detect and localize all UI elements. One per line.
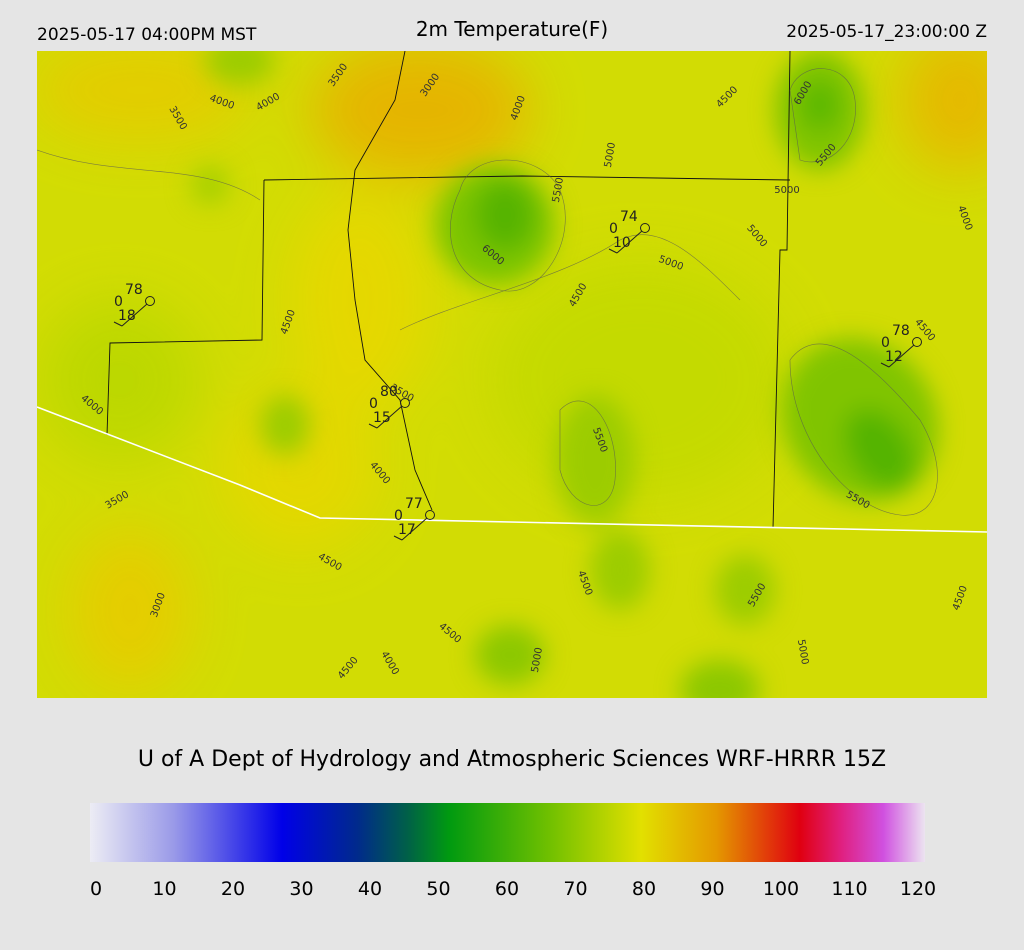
colorbar-tick-label: 70 (563, 878, 587, 900)
contour-label: 5000 (603, 142, 618, 169)
contour-label: 5000 (530, 647, 545, 674)
valid-time: 2025-05-17 04:00PM MST (37, 25, 257, 45)
station-wind: 12 (885, 349, 903, 365)
station-wind: 10 (613, 235, 631, 251)
wind-barb (393, 517, 428, 541)
map-title: 2m Temperature(F) (416, 17, 608, 41)
wind-barb (113, 303, 148, 327)
colorbar-tick-label: 20 (221, 878, 245, 900)
colorbar-tick-label: 90 (700, 878, 724, 900)
station-temp: 80 (380, 384, 398, 400)
colorbar-tick-label: 50 (426, 878, 450, 900)
station-wind: 17 (398, 522, 416, 538)
station-temp: 77 (405, 496, 423, 512)
station-circle (145, 296, 155, 306)
footer-credit: U of A Dept of Hydrology and Atmospheric… (138, 747, 886, 772)
station-left: 0 (881, 335, 890, 351)
colorbar-tick-label: 100 (763, 878, 799, 900)
utc-time: 2025-05-17_23:00:00 Z (786, 22, 987, 42)
station-circle (400, 398, 410, 408)
station-circle (640, 223, 650, 233)
contour-label: 5000 (795, 639, 810, 666)
contour-label: 5000 (774, 185, 799, 196)
station-circle (912, 337, 922, 347)
colorbar-tick-label: 110 (831, 878, 867, 900)
station-temp: 78 (892, 323, 910, 339)
station-temp: 78 (125, 282, 143, 298)
colorbar-tick-label: 30 (289, 878, 313, 900)
station-wind: 18 (118, 308, 136, 324)
station-left: 0 (394, 508, 403, 524)
colorbar-tick-label: 60 (495, 878, 519, 900)
wind-barb (880, 344, 915, 368)
colorbar-tick-label: 80 (632, 878, 656, 900)
station-left: 0 (114, 294, 123, 310)
station-left: 0 (369, 396, 378, 412)
colorbar (90, 803, 925, 862)
contour-label: 5500 (551, 177, 566, 204)
station-circle (425, 510, 435, 520)
station-temp: 74 (620, 209, 638, 225)
colorbar-tick-label: 10 (152, 878, 176, 900)
colorbar-tick-label: 120 (900, 878, 936, 900)
station-wind: 15 (373, 410, 391, 426)
wind-barb (368, 405, 403, 429)
colorbar-tick-label: 0 (90, 878, 102, 900)
wind-barb (608, 230, 643, 254)
colorbar-tick-label: 40 (358, 878, 382, 900)
station-left: 0 (609, 221, 618, 237)
